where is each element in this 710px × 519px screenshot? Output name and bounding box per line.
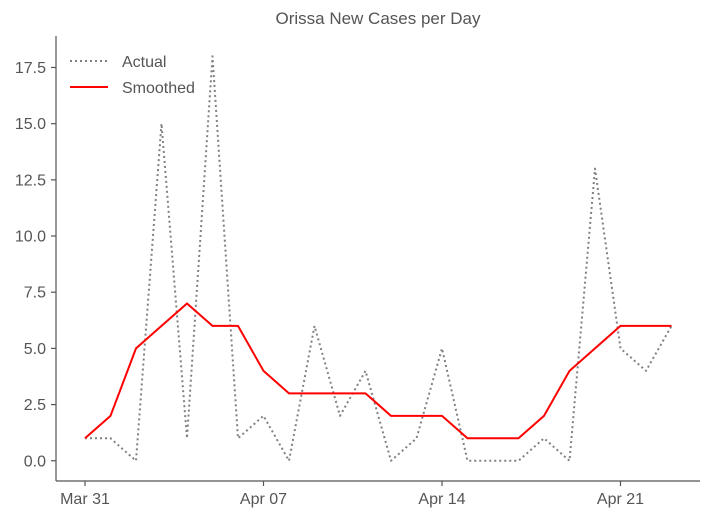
legend-actual-label: Actual (122, 54, 166, 71)
y-tick-label: 17.5 (15, 60, 46, 77)
x-tick-label: Mar 31 (60, 491, 110, 508)
y-tick-label: 7.5 (24, 285, 46, 302)
x-tick-label: Apr 21 (597, 491, 644, 508)
series-line-actual (85, 55, 673, 462)
axes: 0.0 2.5 5.0 7.5 10.0 12.5 15.0 17.5 Mar 31 Apr 07… (15, 36, 700, 508)
y-tick-label: 12.5 (15, 172, 46, 189)
x-tick-label: Apr 14 (418, 491, 465, 508)
series-layer (84, 55, 673, 462)
y-tick-label: 5.0 (24, 341, 46, 358)
x-tick-label: Apr 07 (240, 491, 287, 508)
y-tick-label: 15.0 (15, 116, 46, 133)
chart-title: Orissa New Cases per Day (275, 9, 481, 28)
legend: Actual Smoothed (70, 54, 195, 97)
y-tick-label: 2.5 (24, 397, 46, 414)
y-tick-label: 0.0 (24, 453, 46, 470)
series-line-smoothed (84, 302, 672, 440)
y-tick-label: 10.0 (15, 229, 46, 246)
legend-smoothed-label: Smoothed (122, 80, 195, 97)
